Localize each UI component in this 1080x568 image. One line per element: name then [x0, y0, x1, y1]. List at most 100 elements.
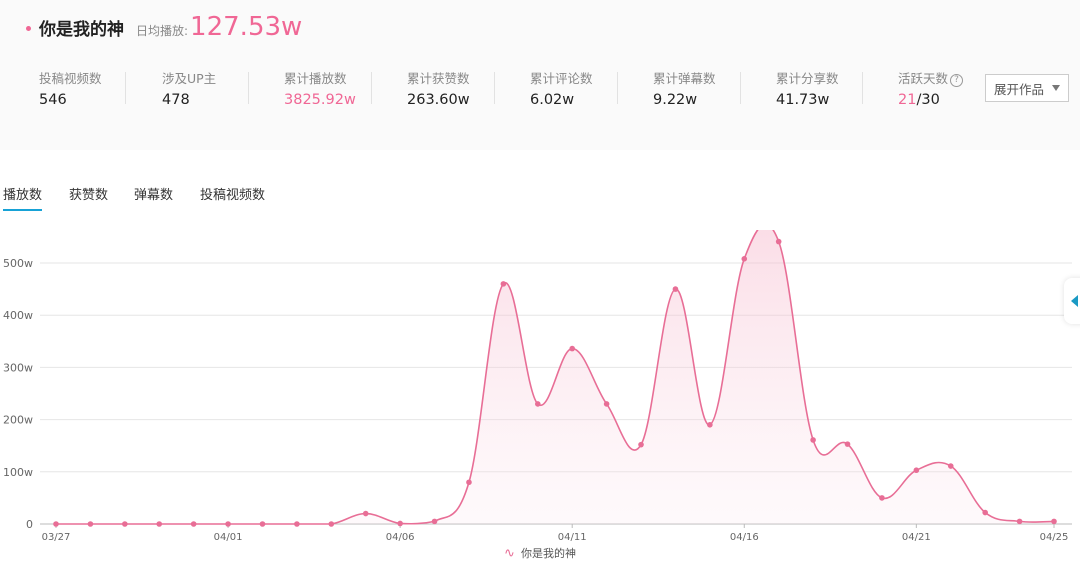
x-tick-label: 04/06 [386, 532, 415, 543]
data-point [190, 521, 197, 527]
tab-videos[interactable]: 投稿视频数 [200, 188, 266, 203]
stat-label: 投稿视频数 [39, 71, 102, 86]
data-point [466, 479, 472, 486]
y-tick-label: 500w [3, 257, 33, 270]
stat-value: 21/30 [898, 92, 1008, 108]
stat-divider [740, 72, 741, 104]
data-point [844, 441, 851, 447]
stat-value: 41.73w [776, 92, 830, 108]
x-axis-ticks: 03/27 04/01 04/06 04/11 04/16 04/21 04/25 [42, 524, 1069, 543]
stat-total-likes: 累计获赞数 263.60w [407, 68, 517, 108]
stat-value: 478 [162, 92, 190, 108]
y-tick-label: 200w [3, 414, 33, 427]
stat-label: 累计评论数 [530, 71, 593, 86]
stat-value: 263.60w [407, 92, 470, 108]
data-point [328, 521, 335, 527]
data-point [913, 467, 920, 474]
data-point [810, 437, 816, 443]
legend-line-icon: ∿ [504, 546, 515, 561]
y-tick-label: 400w [3, 309, 33, 322]
y-tick-label: 300w [3, 361, 33, 374]
stat-label: 累计获赞数 [407, 71, 470, 86]
stat-total-comments: 累计评论数 6.02w [530, 68, 640, 108]
stat-value: 6.02w [530, 92, 575, 108]
data-point [569, 345, 576, 352]
expand-works-button[interactable]: 展开作品 [985, 74, 1069, 102]
question-circle-icon[interactable]: ? [950, 74, 964, 87]
data-point [156, 521, 163, 527]
data-point [879, 495, 885, 501]
data-point [53, 521, 59, 527]
x-tick-label: 04/11 [558, 532, 587, 543]
x-tick-label: 04/16 [730, 532, 759, 543]
data-point [741, 256, 748, 262]
active-days-label: 活跃天数 [898, 71, 949, 86]
stat-value: 3825.92w [284, 92, 356, 108]
stat-total-danmaku: 累计弹幕数 9.22w [653, 68, 763, 108]
stat-value: 9.22w [653, 92, 698, 108]
tab-danmaku[interactable]: 弹幕数 [134, 188, 174, 203]
data-point [775, 238, 782, 245]
legend-series-name: 你是我的神 [520, 547, 576, 560]
data-point [672, 286, 679, 292]
series-line [55, 230, 1055, 525]
daily-plays-value: 127.53w [190, 12, 303, 42]
stat-label: 累计分享数 [776, 71, 839, 86]
active-days-total: /30 [916, 92, 940, 108]
data-point [1051, 518, 1057, 525]
stat-label: 累计播放数 [284, 71, 347, 86]
data-point [225, 521, 231, 527]
data-point [397, 520, 403, 527]
chart-legend[interactable]: ∿ 你是我的神 [0, 545, 1080, 561]
y-axis-ticks: 0 100w 200w 300w 400w 500w [3, 257, 33, 531]
stat-value: 546 [39, 92, 67, 108]
data-point [259, 521, 266, 527]
stat-uploaders: 涉及UP主 478 [162, 68, 272, 108]
y-tick-label: 0 [26, 518, 33, 531]
stat-total-plays: 累计播放数 3825.92w [284, 68, 394, 108]
data-point [362, 510, 369, 517]
data-point [294, 521, 300, 527]
stat-divider [862, 72, 863, 104]
data-point [982, 509, 988, 516]
series-area [56, 230, 1054, 524]
summary-header: 你是我的神 日均播放: 127.53w 投稿视频数 546 涉及UP主 478 … [0, 0, 1080, 150]
title-dot [26, 26, 31, 31]
data-point [947, 463, 954, 469]
x-tick-label: 04/25 [1040, 532, 1069, 543]
stat-active-days: 活跃天数? 21/30 [898, 68, 1008, 108]
series-points [53, 238, 1057, 527]
stat-divider [248, 72, 249, 104]
title-row: 你是我的神 日均播放: 127.53w [26, 12, 302, 42]
active-days-count: 21 [898, 92, 917, 108]
stat-label: 累计弹幕数 [653, 71, 716, 86]
chevron-left-icon [1071, 295, 1078, 307]
expand-works-label: 展开作品 [993, 81, 1044, 97]
y-tick-label: 100w [3, 466, 33, 479]
side-panel-toggle[interactable] [1064, 278, 1080, 324]
data-point [707, 422, 713, 428]
x-tick-label: 04/01 [214, 532, 243, 543]
x-tick-label: 03/27 [42, 532, 71, 543]
daily-plays-label: 日均播放: [136, 24, 189, 38]
data-point [534, 401, 541, 407]
stat-divider [371, 72, 372, 104]
data-point [603, 401, 610, 407]
plays-chart: 0 100w 200w 300w 400w 500w 03/27 04/01 04/06 04/… [3, 230, 1072, 543]
stat-videos: 投稿视频数 546 [39, 68, 149, 108]
stat-label: 活跃天数? [898, 68, 1008, 87]
song-title: 你是我的神 [39, 20, 124, 40]
data-point [638, 441, 644, 448]
data-point [1016, 518, 1023, 525]
tab-likes[interactable]: 获赞数 [69, 188, 109, 203]
data-point [87, 521, 94, 527]
stat-divider [617, 72, 618, 104]
caret-down-icon [1052, 85, 1060, 91]
stat-divider [125, 72, 126, 104]
tab-plays[interactable]: 播放数 [3, 184, 43, 211]
data-point [122, 521, 128, 527]
data-point [500, 281, 507, 287]
data-point [431, 518, 438, 525]
stat-total-shares: 累计分享数 41.73w [776, 68, 886, 108]
x-tick-label: 04/21 [902, 532, 931, 543]
